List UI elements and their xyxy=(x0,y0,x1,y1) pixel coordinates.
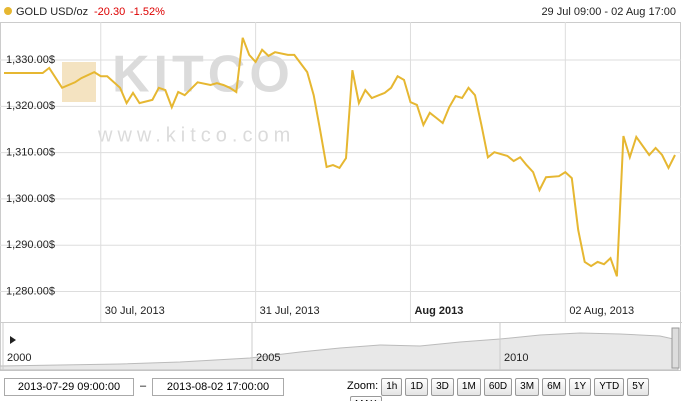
x-tick-label: 30 Jul, 2013 xyxy=(105,305,165,317)
zoom-label: Zoom: xyxy=(347,380,379,392)
y-tick-label: 1,300.00$ xyxy=(6,193,55,205)
date-range: 29 Jul 09:00 - 02 Aug 17:00 xyxy=(541,6,676,18)
zoom-button[interactable]: 1h xyxy=(381,378,403,396)
y-tick-label: 1,310.00$ xyxy=(6,147,55,159)
logo-bar xyxy=(62,62,96,102)
navigator-label: 2005 xyxy=(256,352,280,364)
play-icon[interactable] xyxy=(10,336,16,344)
zoom-button[interactable]: YTD xyxy=(594,378,625,396)
frame xyxy=(0,22,681,371)
y-tick-label: 1,290.00$ xyxy=(6,239,55,251)
zoom-button[interactable]: 1M xyxy=(456,378,481,396)
chart: GOLD USD/oz -20.30 -1.52% 29 Jul 09:00 -… xyxy=(0,6,682,371)
zoom-button[interactable]: 5Y xyxy=(627,378,650,396)
change: -20.30 xyxy=(94,6,125,18)
legend-dot xyxy=(4,7,12,15)
y-tick-label: 1,280.00$ xyxy=(6,285,55,297)
to-input[interactable]: 2013-08-02 17:00:00 xyxy=(152,378,284,396)
x-tick-label: 31 Jul, 2013 xyxy=(260,305,320,317)
y-tick-label: 1,330.00$ xyxy=(6,54,55,66)
navigator-handle[interactable] xyxy=(671,327,680,369)
zoom-button[interactable]: 1D xyxy=(405,378,429,396)
zoom-button[interactable]: 6M xyxy=(542,378,566,396)
zoom-button[interactable]: 3D xyxy=(431,378,454,396)
change-pct: -1.52% xyxy=(130,6,165,18)
navigator-label: 2000 xyxy=(7,352,31,364)
watermark: KITCO www.kitco.com xyxy=(62,46,295,146)
zoom-button[interactable]: 60D xyxy=(483,378,513,396)
x-tick-label: 02 Aug, 2013 xyxy=(569,305,634,317)
navigator-area xyxy=(0,332,679,371)
zoom-button[interactable]: 3M xyxy=(515,378,540,396)
zoom-button[interactable]: MAX xyxy=(350,396,382,401)
x-tick-label: Aug 2013 xyxy=(414,305,463,317)
price-line xyxy=(4,37,676,277)
separator: – xyxy=(140,380,147,392)
url: www.kitco.com xyxy=(97,124,295,146)
zoom-button[interactable]: 1Y xyxy=(568,378,592,396)
y-tick-label: 1,320.00$ xyxy=(6,100,55,112)
symbol: GOLD USD/oz xyxy=(16,6,88,18)
from-input[interactable]: 2013-07-29 09:00:00 xyxy=(4,378,134,396)
navigator-label: 2010 xyxy=(504,352,528,364)
